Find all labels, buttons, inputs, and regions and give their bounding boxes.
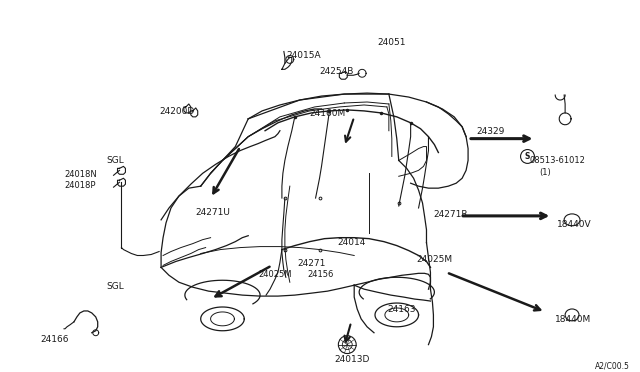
Text: 24254B: 24254B [319, 67, 354, 76]
Text: 18440M: 18440M [556, 315, 591, 324]
Text: 08513-61012: 08513-61012 [529, 157, 586, 166]
Text: 24200D: 24200D [159, 107, 195, 116]
Text: 24329: 24329 [476, 127, 504, 136]
Text: 24013D: 24013D [334, 355, 370, 363]
Text: 24015A: 24015A [286, 51, 321, 61]
Text: 24156: 24156 [308, 270, 334, 279]
Text: 24163: 24163 [387, 305, 415, 314]
Text: 24160M: 24160M [310, 109, 346, 118]
Text: 24271: 24271 [298, 259, 326, 269]
Text: S: S [525, 152, 530, 161]
Text: 24025M: 24025M [417, 256, 452, 264]
Text: 24051: 24051 [377, 38, 406, 46]
Text: 18440V: 18440V [557, 220, 592, 229]
Text: (1): (1) [540, 169, 551, 177]
Text: 24025M: 24025M [258, 270, 292, 279]
Text: SGL: SGL [107, 282, 124, 291]
Text: 24014: 24014 [337, 238, 365, 247]
Text: A2/C00.5: A2/C00.5 [595, 362, 630, 371]
Text: SGL: SGL [107, 157, 124, 166]
Text: 24271R: 24271R [433, 210, 468, 219]
Text: 24018P: 24018P [64, 181, 95, 190]
Text: 24271U: 24271U [196, 208, 230, 217]
Text: 24166: 24166 [40, 335, 68, 344]
Text: 24018N: 24018N [64, 170, 97, 179]
